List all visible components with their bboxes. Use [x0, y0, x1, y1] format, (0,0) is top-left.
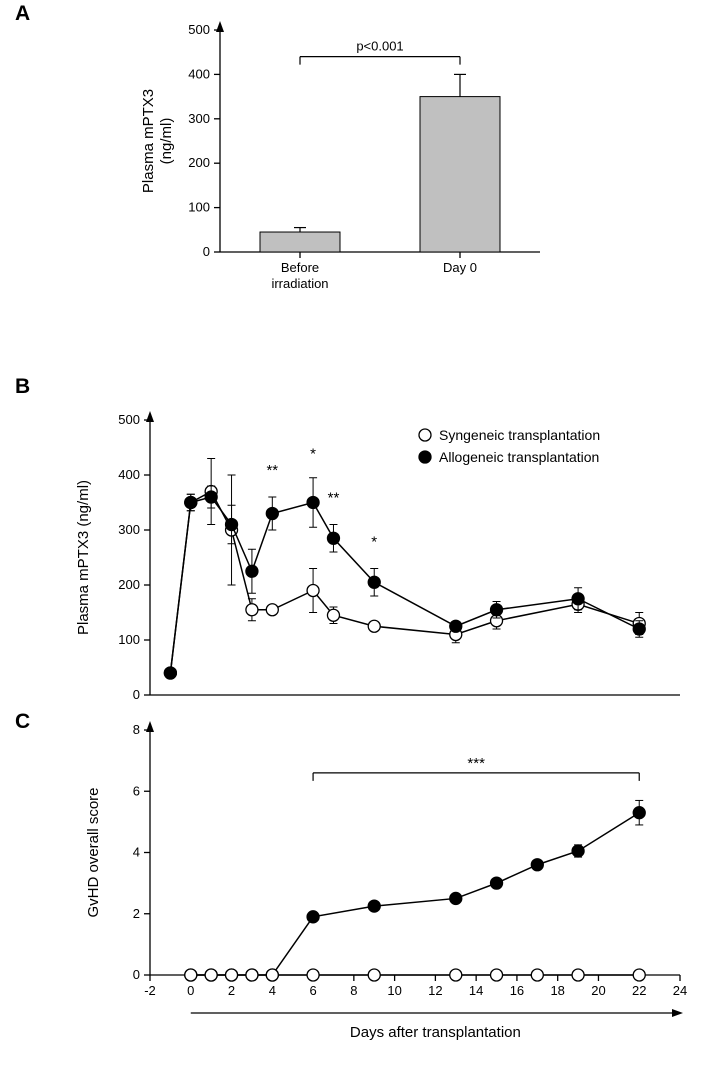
- svg-text:14: 14: [469, 983, 483, 998]
- svg-text:p<0.001: p<0.001: [356, 39, 403, 54]
- svg-text:irradiation: irradiation: [271, 276, 328, 291]
- svg-text:200: 200: [118, 577, 140, 592]
- svg-text:100: 100: [118, 632, 140, 647]
- svg-text:*: *: [371, 534, 377, 551]
- svg-text:GvHD overall score: GvHD overall score: [85, 787, 102, 917]
- panel-b-label: B: [15, 375, 30, 399]
- svg-text:6: 6: [133, 783, 140, 798]
- panel-a-chart: 0 100 200 300 400 500 Plasma mPTX3(ng/ml) Befor…: [130, 12, 560, 312]
- panel-c-label: C: [15, 710, 30, 734]
- svg-text:8: 8: [133, 722, 140, 737]
- svg-text:2: 2: [133, 906, 140, 921]
- svg-text:Days after transplantation: Days after transplantation: [350, 1024, 521, 1041]
- svg-text:0: 0: [133, 967, 140, 982]
- svg-text:20: 20: [591, 983, 605, 998]
- svg-text:6: 6: [309, 983, 316, 998]
- svg-text:Day 0: Day 0: [443, 260, 477, 275]
- svg-text:**: **: [266, 462, 278, 479]
- svg-text:(ng/ml): (ng/ml): [158, 118, 175, 165]
- svg-text:**: **: [328, 490, 340, 507]
- svg-text:Plasma mPTX3: Plasma mPTX3: [140, 89, 157, 193]
- svg-text:8: 8: [350, 983, 357, 998]
- svg-text:4: 4: [133, 845, 140, 860]
- svg-text:Syngeneic transplantation: Syngeneic transplantation: [439, 427, 600, 443]
- svg-text:2: 2: [228, 983, 235, 998]
- svg-text:400: 400: [118, 467, 140, 482]
- svg-text:400: 400: [188, 66, 210, 81]
- svg-text:12: 12: [428, 983, 442, 998]
- svg-text:Before: Before: [281, 260, 319, 275]
- svg-text:0: 0: [133, 687, 140, 702]
- svg-text:4: 4: [269, 983, 276, 998]
- panel-c-chart: 02468GvHD overall score-2024681012141618…: [55, 715, 695, 1055]
- svg-text:Plasma mPTX3 (ng/ml): Plasma mPTX3 (ng/ml): [75, 480, 92, 635]
- panel-a-label: A: [15, 2, 30, 26]
- svg-text:300: 300: [118, 522, 140, 537]
- svg-text:0: 0: [203, 244, 210, 259]
- svg-text:0: 0: [187, 983, 194, 998]
- svg-text:500: 500: [188, 22, 210, 37]
- svg-text:500: 500: [118, 412, 140, 427]
- panel-b-chart: 0100200300400500Plasma mPTX3 (ng/ml)****…: [55, 405, 695, 715]
- svg-text:300: 300: [188, 111, 210, 126]
- svg-text:22: 22: [632, 983, 646, 998]
- svg-text:18: 18: [550, 983, 564, 998]
- svg-text:200: 200: [188, 155, 210, 170]
- svg-text:10: 10: [387, 983, 401, 998]
- svg-text:*: *: [310, 446, 316, 463]
- svg-text:100: 100: [188, 200, 210, 215]
- svg-text:16: 16: [510, 983, 524, 998]
- svg-text:24: 24: [673, 983, 687, 998]
- svg-text:Allogeneic transplantation: Allogeneic transplantation: [439, 449, 599, 465]
- svg-text:-2: -2: [144, 983, 156, 998]
- svg-text:***: ***: [467, 755, 485, 772]
